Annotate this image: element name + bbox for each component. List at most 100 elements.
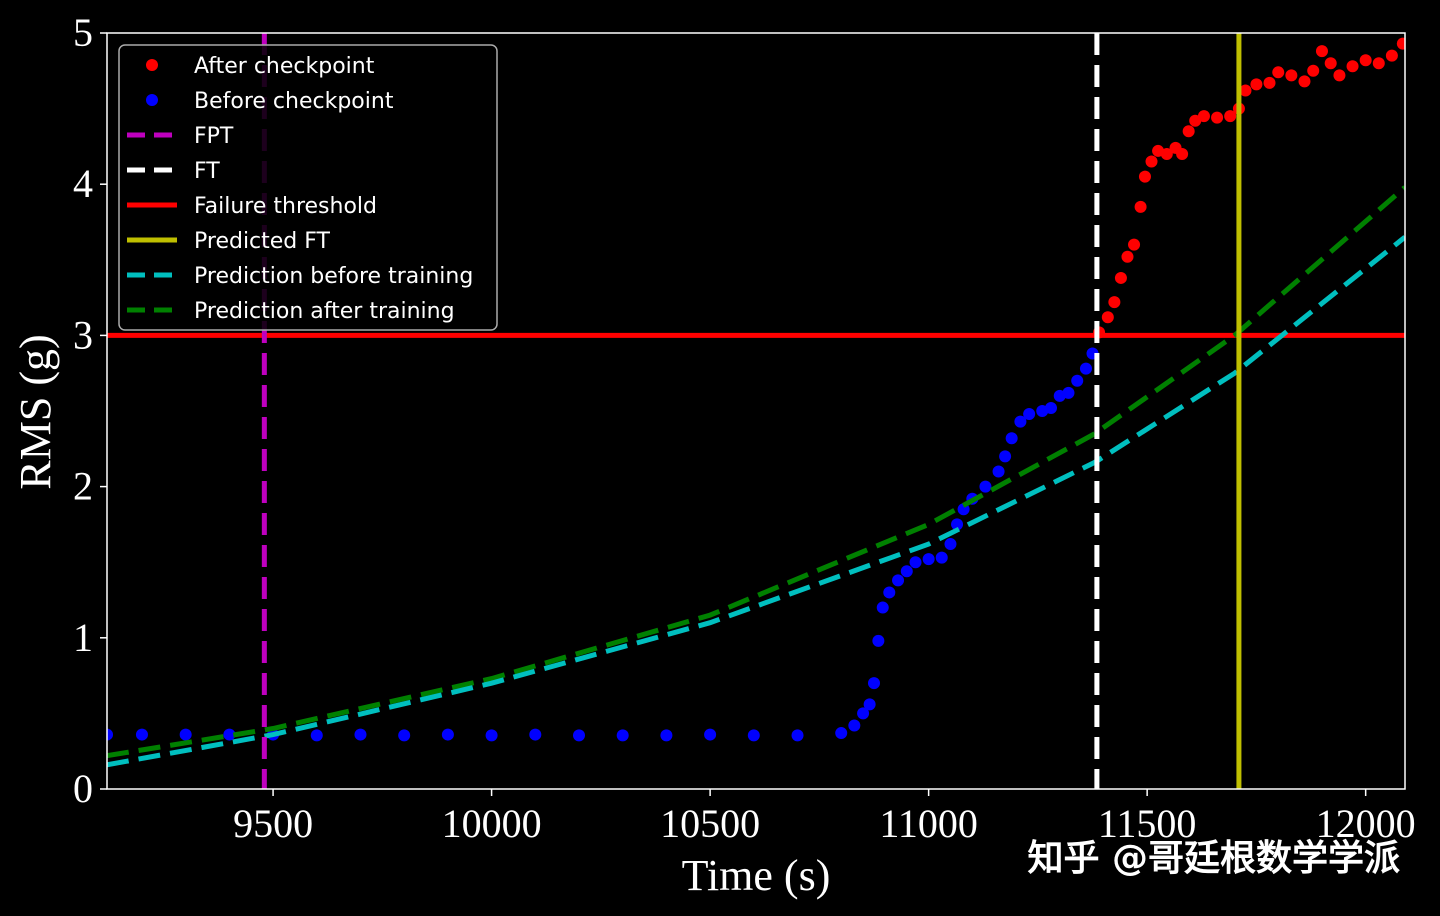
after-checkpoint-point [1197, 110, 1210, 123]
before-checkpoint-point [900, 565, 913, 578]
before-checkpoint-point [863, 698, 876, 711]
plot-frame [106, 32, 1406, 790]
after-checkpoint-point [1108, 296, 1121, 309]
after-checkpoint-point [1211, 111, 1224, 124]
after-checkpoint-point [1101, 311, 1114, 324]
legend-label: Prediction before training [194, 264, 473, 289]
watermark-text: 知乎 @哥廷根数学学派 [1027, 837, 1400, 879]
before-checkpoint-point [1062, 386, 1075, 399]
prediction-after-training-line [107, 185, 1405, 759]
legend-item: FT [127, 159, 220, 184]
legend-label: Before checkpoint [194, 89, 394, 114]
x-tick-label: 11000 [879, 801, 978, 846]
legend-item: FPT [127, 124, 234, 149]
before-checkpoint-point [951, 518, 964, 531]
legend-label: Failure threshold [194, 194, 377, 219]
y-tick-label: 2 [73, 464, 93, 509]
before-checkpoint-point [872, 634, 885, 647]
before-checkpoint-point [1079, 362, 1092, 375]
before-checkpoint-point [944, 538, 957, 551]
before-checkpoint-point [1071, 374, 1084, 387]
before-checkpoint-point [704, 728, 717, 741]
legend-box [118, 44, 498, 331]
legend-item: Prediction after training [127, 299, 455, 324]
before-checkpoint-point [1045, 401, 1057, 414]
before-checkpoint-point [223, 728, 236, 741]
before-checkpoint-point [107, 728, 113, 741]
x-tick-label: 10000 [442, 801, 542, 846]
before-checkpoint-point [529, 728, 542, 741]
before-checkpoint-point [135, 728, 148, 741]
after-checkpoint-point [1128, 238, 1141, 251]
after-checkpoint-point [1176, 147, 1189, 160]
before-checkpoint-point [892, 574, 905, 587]
after-checkpoint-point [1324, 57, 1337, 70]
after-checkpoint-point [1285, 69, 1298, 82]
plot-area [107, 33, 1405, 789]
after-checkpoint-point [1121, 250, 1134, 263]
legend-item: Failure threshold [127, 194, 377, 219]
after-checkpoint-point [1250, 78, 1263, 91]
before-checkpoint-point [398, 729, 411, 742]
before-checkpoint-point [354, 728, 367, 741]
after-checkpoint-point [1134, 200, 1147, 213]
before-checkpoint-point [441, 728, 454, 741]
after-checkpoint-point [1359, 54, 1372, 67]
legend-item: Predicted FT [127, 229, 331, 254]
before-checkpoint-point [999, 450, 1012, 463]
before-checkpoint-point [922, 553, 935, 566]
before-checkpoint-point [883, 586, 896, 599]
y-tick-label: 1 [73, 615, 93, 660]
after-checkpoint-point [1298, 75, 1311, 88]
x-tick-label: 11500 [1098, 801, 1197, 846]
legend-label: Predicted FT [194, 229, 331, 254]
legend-marker [146, 94, 158, 106]
after-checkpoint-point [1145, 155, 1158, 168]
before-checkpoint-point [660, 729, 673, 742]
legend-item: After checkpoint [146, 54, 375, 79]
before-checkpoint-point [868, 677, 880, 690]
plot-clipped [107, 33, 1405, 789]
legend-item: Before checkpoint [146, 89, 394, 114]
after-checkpoint-point [1372, 57, 1385, 70]
after-checkpoint-point [1333, 69, 1346, 82]
y-tick-label: 4 [73, 161, 93, 206]
after-checkpoint-point [1263, 76, 1276, 89]
before-checkpoint-point [1005, 432, 1018, 445]
prediction-before-training-line [107, 235, 1405, 768]
after-checkpoint-point [1182, 125, 1195, 138]
legend-label: Prediction after training [194, 299, 455, 324]
x-tick-label: 9500 [233, 801, 313, 846]
before-checkpoint-point [909, 556, 922, 569]
before-checkpoint-point [310, 729, 323, 742]
after-checkpoint-point [1138, 170, 1151, 183]
before-checkpoint-point [616, 729, 629, 742]
after-checkpoint-point [1239, 84, 1252, 97]
after-checkpoint-point [1224, 110, 1237, 123]
legend-marker [146, 59, 158, 71]
before-checkpoint-point [1014, 415, 1027, 428]
after-checkpoint-point [1114, 271, 1127, 284]
before-checkpoint-point [876, 601, 889, 614]
after-checkpoint-point [1315, 45, 1328, 58]
y-axis-label: RMS (g) [11, 334, 60, 489]
before-checkpoint-point [835, 727, 848, 740]
before-checkpoint-point [791, 729, 804, 742]
legend-label: FT [194, 159, 220, 184]
before-checkpoint-point [992, 465, 1005, 478]
after-checkpoint-point [1160, 147, 1173, 160]
before-checkpoint-point [485, 729, 498, 742]
y-tick-label: 0 [73, 766, 93, 811]
after-checkpoint-point [1272, 66, 1285, 79]
x-tick-label: 10500 [660, 801, 760, 846]
before-checkpoint-point [179, 728, 192, 741]
legend-label: After checkpoint [194, 54, 375, 79]
x-axis-label: Time (s) [682, 851, 831, 900]
legend-item: Prediction before training [127, 264, 473, 289]
after-checkpoint-point [1307, 64, 1320, 77]
before-checkpoint-point [979, 480, 992, 493]
x-tick-label: 12000 [1316, 801, 1416, 846]
after-checkpoint-point [1346, 60, 1359, 73]
after-checkpoint-point [1396, 37, 1405, 50]
